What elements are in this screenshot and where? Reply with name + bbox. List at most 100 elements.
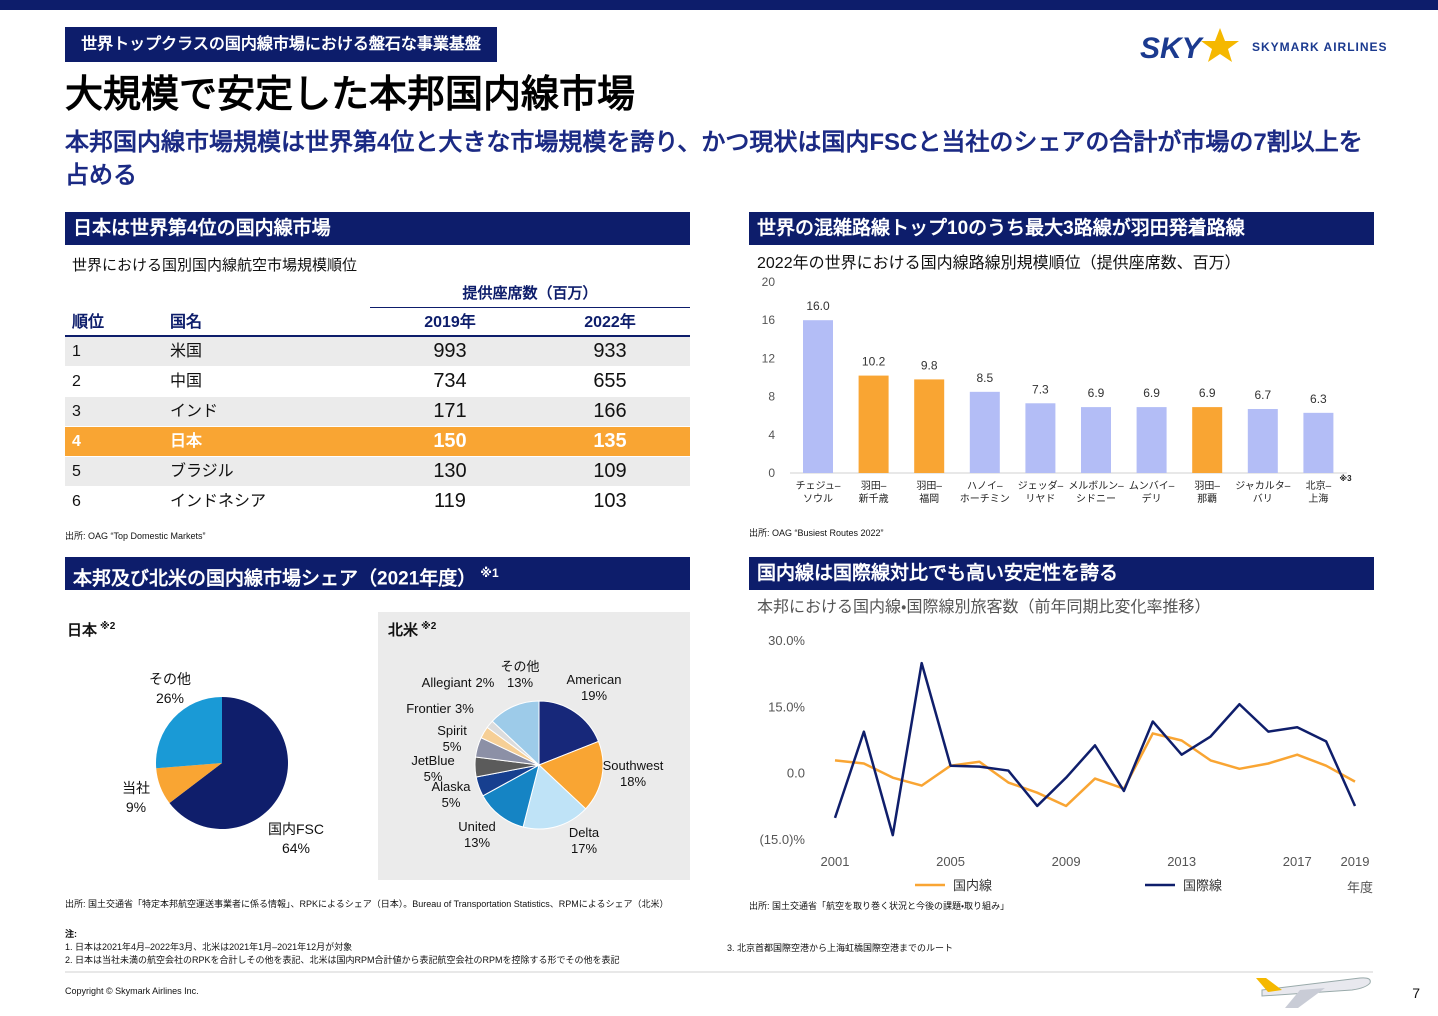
pie-label-value: 19% <box>581 688 607 703</box>
legend-label: 国内線 <box>953 878 992 893</box>
pie-label-value: 3% <box>455 701 474 716</box>
bar <box>1192 407 1223 473</box>
page-number: 7 <box>1412 985 1420 1001</box>
table-row <box>65 397 690 426</box>
pie-label: United 13% <box>458 819 496 850</box>
source-note: 出所: 国土交通省「特定本邦航空運送事業者に係る情報」、RPKによるシェア（日本… <box>65 899 669 909</box>
pie-slice <box>538 740 604 810</box>
pie-label: 国内FSC 64% <box>268 821 324 856</box>
table-cell: 933 <box>593 340 627 362</box>
pie-label-name: Frontier <box>406 701 451 716</box>
table-cell: インド <box>170 403 219 420</box>
table-cell: 135 <box>593 430 627 452</box>
y-tick-label: 4 <box>768 428 775 442</box>
pie-label-name: Alaska <box>431 779 471 794</box>
value-label: 9.8 <box>921 358 938 372</box>
pie-label-name: American <box>567 672 622 687</box>
y-tick-label: 15.0% <box>768 699 805 714</box>
notes-title: 注: <box>65 929 77 939</box>
value-label: 6.7 <box>1254 388 1271 402</box>
table-cell: 5 <box>72 463 81 480</box>
plane-body <box>1261 977 1371 997</box>
y-tick-label: 12 <box>762 351 776 365</box>
pie-label-name: Spirit <box>437 723 467 738</box>
x-tick-label: 2005 <box>936 854 965 869</box>
plane-tail <box>1256 978 1282 992</box>
table-cell: 103 <box>593 490 627 512</box>
pie-label-value: 2% <box>476 675 495 690</box>
table-column-header: 国名 <box>170 314 203 331</box>
table-cell: ブラジル <box>170 463 234 480</box>
table-caption: 世界における国別国内線航空市場規模順位 <box>72 257 358 274</box>
pie-label-value: 18% <box>620 774 646 789</box>
line-series <box>833 661 1357 837</box>
pie-label: American 19% <box>567 672 622 703</box>
section-heading-text: 本邦及び北米の国内線市場シェア（2021年度） <box>73 568 477 590</box>
x-tick-label: 2013 <box>1167 854 1196 869</box>
table-cell: インドネシア <box>170 493 267 510</box>
pie-slice <box>156 763 222 803</box>
bar <box>1303 412 1334 473</box>
copyright: Copyright © Skymark Airlines Inc. <box>65 986 199 996</box>
table-cell: 日本 <box>170 433 203 450</box>
pie-slice <box>522 764 587 830</box>
pie-label-name: その他 <box>149 671 191 687</box>
x-tick-label: 2001 <box>821 854 850 869</box>
bar <box>858 375 889 473</box>
logo-star <box>1201 28 1239 62</box>
y-tick-label: 20 <box>762 275 776 289</box>
section-heading: 本邦及び北米の国内線市場シェア（2021年度） ※1 <box>65 557 690 590</box>
y-tick-label: 16 <box>762 313 776 327</box>
value-label: 16.0 <box>806 299 830 313</box>
note: 1. 日本は2021年4月–2022年3月、北米は2021年1月–2021年12… <box>65 942 353 952</box>
table-cell: 171 <box>433 400 467 422</box>
pie-label-name: Delta <box>569 825 600 840</box>
pie-title-text: 北米 <box>388 621 419 639</box>
pie-label-value: 5% <box>443 739 462 754</box>
table-cell: 4 <box>72 433 81 450</box>
category-note: ※3 <box>1339 473 1352 483</box>
bar <box>1025 403 1056 473</box>
pie-label-value: 64% <box>282 840 310 856</box>
y-tick-label: (15.0)% <box>759 832 805 847</box>
bar <box>1081 407 1111 473</box>
source-note: 出所: OAG “Busiest Routes 2022” <box>749 528 884 538</box>
pie-label: Southwest 18% <box>603 758 664 789</box>
table-row <box>65 487 690 516</box>
x-tick-label: 羽田– 那覇 <box>1194 481 1220 505</box>
logo-name: SKYMARK AIRLINES <box>1252 40 1388 54</box>
pie-label: Delta 17% <box>569 825 600 856</box>
value-label: 6.9 <box>1199 386 1216 400</box>
value-label: 6.9 <box>1088 386 1105 400</box>
x-tick-label: ジャカルタ– バリ <box>1235 481 1291 505</box>
pie-label-name: Allegiant <box>422 675 472 690</box>
pie-label: その他 26% <box>149 671 191 706</box>
pie-slice <box>156 697 222 769</box>
x-tick-label: メルボルン– シドニー <box>1068 481 1124 505</box>
y-tick-label: 0 <box>768 466 775 480</box>
pie-label: Allegiant 2% <box>422 675 495 690</box>
pie-label-name: Southwest <box>603 758 664 773</box>
table-cell: 2 <box>72 373 81 390</box>
pie-label: Spirit 5% <box>437 723 467 754</box>
value-label: 10.2 <box>862 355 886 369</box>
table-cell: 109 <box>593 460 627 482</box>
value-label: 6.9 <box>1143 386 1160 400</box>
bar <box>1247 409 1278 473</box>
pie-label-name: JetBlue <box>411 753 454 768</box>
chart-title: 2022年の世界における国内線路線別規模順位（提供座席数、百万） <box>757 255 1241 272</box>
pie-label-value: 5% <box>424 769 443 784</box>
x-tick-label: 2009 <box>1052 854 1081 869</box>
y-tick-label: 8 <box>768 390 775 404</box>
table-cell: 130 <box>433 460 467 482</box>
pie-title: 日本 ※2 <box>67 620 116 639</box>
table-cell: 150 <box>433 430 467 452</box>
bar <box>1136 407 1167 473</box>
pie-label-value: 9% <box>126 799 146 815</box>
pie-slice <box>491 700 540 767</box>
section-heading: 国内線は国際線対比でも高い安定性を誇る <box>749 557 1374 590</box>
x-tick-label: チェジュ– ソウル <box>795 481 841 505</box>
table-cell: 655 <box>593 370 627 392</box>
